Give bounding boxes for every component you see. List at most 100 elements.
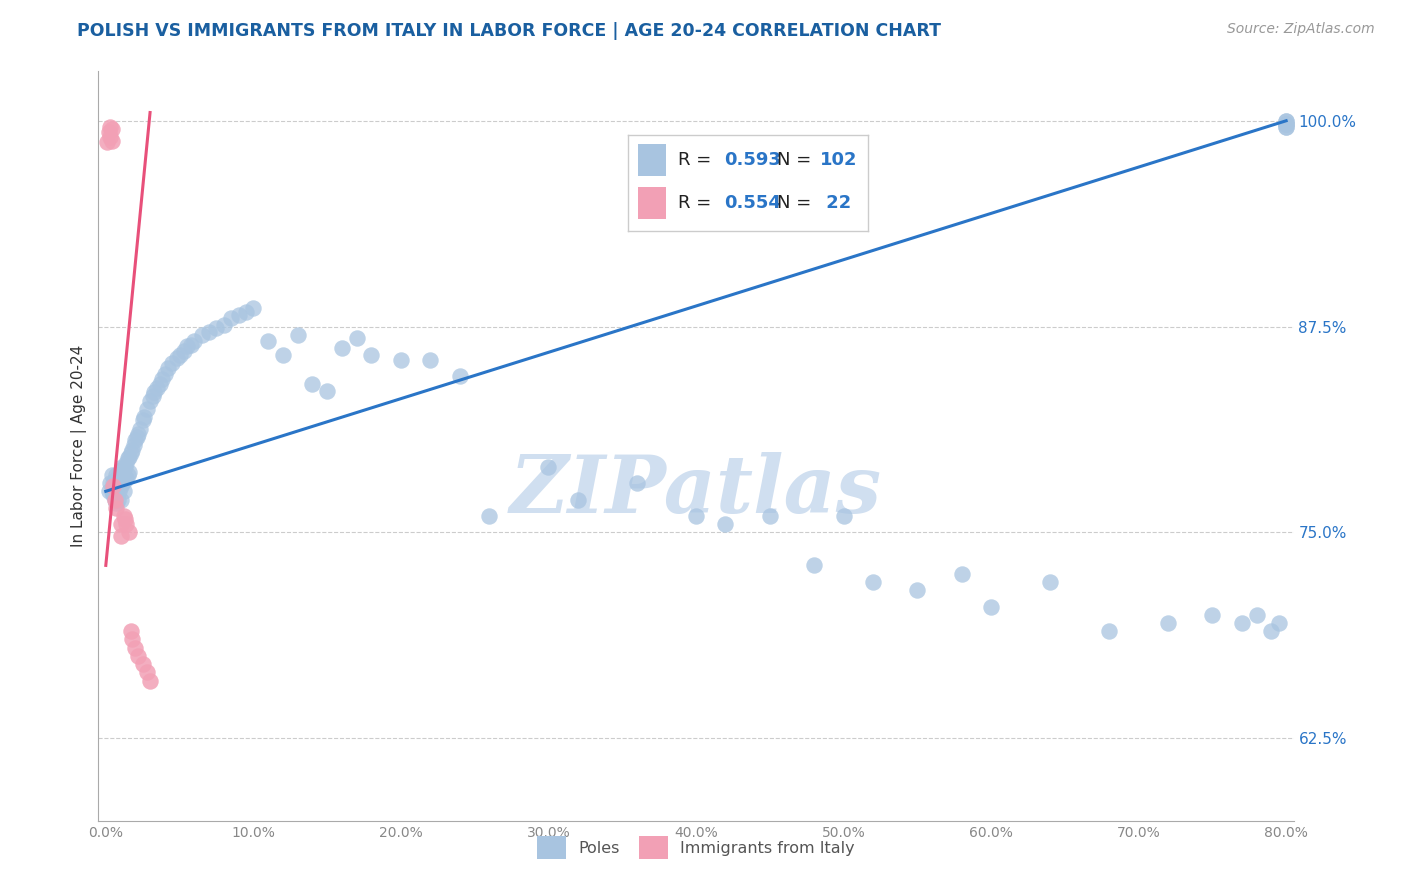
Point xyxy=(105,500,128,515)
Point xyxy=(108,467,131,482)
Point xyxy=(685,508,707,523)
Point xyxy=(100,134,122,148)
Point xyxy=(626,476,648,491)
Point xyxy=(114,459,136,474)
Point xyxy=(714,517,737,532)
Point xyxy=(139,393,162,408)
Point xyxy=(1039,574,1062,589)
Point xyxy=(96,135,118,149)
Point xyxy=(1275,117,1298,131)
Point xyxy=(173,344,195,359)
Point xyxy=(346,331,368,345)
Point xyxy=(121,632,143,647)
Point xyxy=(139,673,162,688)
Point xyxy=(112,484,135,499)
Point xyxy=(1098,624,1121,639)
Point xyxy=(110,492,132,507)
Point xyxy=(176,339,198,353)
Point xyxy=(212,318,235,332)
Point xyxy=(100,484,122,499)
Text: Source: ZipAtlas.com: Source: ZipAtlas.com xyxy=(1227,22,1375,37)
Point xyxy=(1157,615,1180,630)
Point xyxy=(537,459,560,474)
Point xyxy=(97,484,120,499)
Point xyxy=(271,348,294,362)
Point xyxy=(111,459,134,474)
Point xyxy=(131,413,153,427)
Point xyxy=(1201,607,1223,622)
Point xyxy=(98,120,121,135)
Point xyxy=(120,624,142,639)
Point xyxy=(567,492,589,507)
Point xyxy=(169,348,191,362)
Point xyxy=(117,467,139,482)
Point xyxy=(1275,117,1298,131)
Point xyxy=(100,467,122,482)
Point xyxy=(111,476,134,491)
Point xyxy=(124,434,146,448)
Point xyxy=(118,525,141,540)
Point xyxy=(114,473,136,487)
Point xyxy=(118,465,141,479)
Text: 0.593: 0.593 xyxy=(724,151,780,169)
Point xyxy=(1275,113,1298,128)
Point xyxy=(121,443,143,458)
Point xyxy=(257,334,280,349)
Point xyxy=(360,348,382,362)
Point xyxy=(101,479,124,493)
Point xyxy=(156,360,179,375)
Point xyxy=(1230,615,1253,630)
Point xyxy=(1246,607,1268,622)
Text: N =: N = xyxy=(776,151,817,169)
Point xyxy=(98,130,121,145)
Point xyxy=(97,125,120,139)
Point xyxy=(758,508,780,523)
FancyBboxPatch shape xyxy=(637,145,666,176)
Y-axis label: In Labor Force | Age 20-24: In Labor Force | Age 20-24 xyxy=(72,345,87,547)
Point xyxy=(125,430,148,444)
Point xyxy=(449,369,471,384)
Point xyxy=(118,450,141,464)
Point xyxy=(104,492,127,507)
Point xyxy=(101,487,124,501)
Point xyxy=(146,380,169,394)
Point xyxy=(134,410,156,425)
Point xyxy=(120,446,142,460)
Point xyxy=(180,337,202,351)
Point xyxy=(143,385,166,400)
Point xyxy=(105,484,128,499)
Point xyxy=(166,351,188,365)
Point xyxy=(122,438,145,452)
Point xyxy=(127,648,149,663)
Point xyxy=(287,327,309,342)
Point xyxy=(112,508,135,523)
Point xyxy=(128,422,150,436)
Point xyxy=(142,389,165,403)
Point xyxy=(198,325,221,339)
Point xyxy=(136,401,159,416)
Point xyxy=(127,426,149,441)
Point xyxy=(330,341,353,355)
Point xyxy=(110,463,132,477)
Point xyxy=(98,476,121,491)
Point xyxy=(205,321,228,335)
Point xyxy=(114,512,136,526)
Point xyxy=(160,356,183,370)
Point xyxy=(183,334,205,349)
Point xyxy=(149,377,172,392)
Point xyxy=(110,479,132,493)
Text: 0.554: 0.554 xyxy=(724,194,780,211)
Point xyxy=(115,456,138,470)
FancyBboxPatch shape xyxy=(637,187,666,219)
Point xyxy=(131,657,153,672)
Point xyxy=(110,529,132,543)
Text: R =: R = xyxy=(678,151,717,169)
Point xyxy=(107,492,129,507)
Point xyxy=(832,508,855,523)
Point xyxy=(124,640,146,655)
Point xyxy=(108,484,131,499)
Point xyxy=(1275,120,1298,135)
Point xyxy=(117,451,139,466)
Point xyxy=(104,492,127,507)
Point xyxy=(190,327,212,342)
